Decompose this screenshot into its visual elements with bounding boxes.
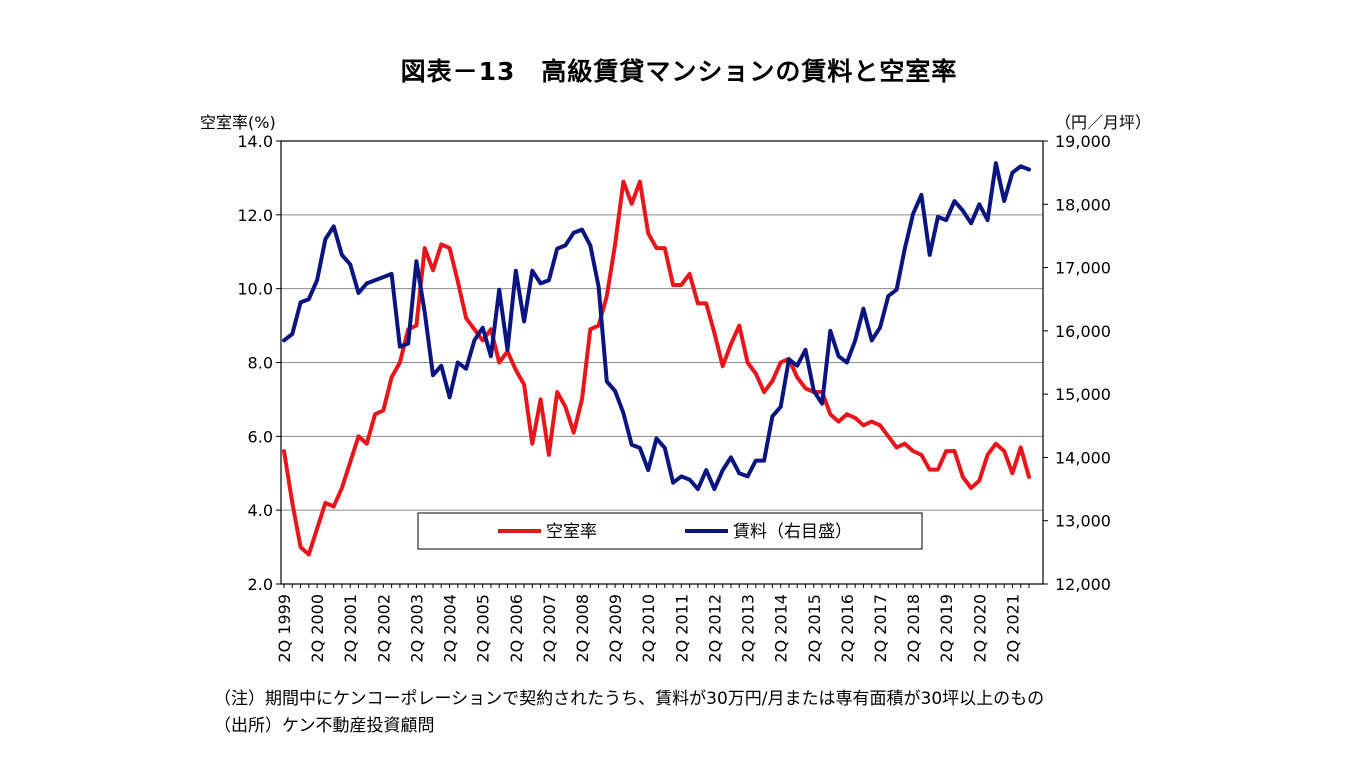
- axis-layer: 2.0 4.0 6.0 8.0 10.0 12.0 14.0 12,000 13,000 14,0…: [200, 113, 1151, 663]
- series-layer: [282, 161, 1031, 557]
- x-tick-label: 2Q 2021: [1003, 594, 1022, 663]
- x-tick-label: 2Q 2010: [639, 594, 658, 663]
- plot-frame: [280, 140, 1044, 585]
- x-tick-label: 2Q 2006: [507, 594, 526, 663]
- x-tick-label: 2Q 2013: [739, 594, 758, 663]
- legend-label: 空室率: [546, 522, 597, 542]
- right-tick-label: 19,000: [1055, 132, 1111, 151]
- left-tick-label: 10.0: [237, 280, 273, 299]
- right-tick-label: 13,000: [1055, 512, 1111, 531]
- right-tick-label: 15,000: [1055, 385, 1111, 404]
- x-tick-label: 2Q 2001: [341, 594, 360, 663]
- right-tick-label: 14,000: [1055, 448, 1111, 467]
- x-tick-label: 2Q 2016: [838, 594, 857, 663]
- left-tick-label: 2.0: [248, 575, 273, 594]
- x-tick-label: 2Q 2009: [606, 594, 625, 663]
- x-tick-label: 2Q 2020: [970, 594, 989, 663]
- left-tick-label: 8.0: [248, 354, 273, 373]
- chart-note: （注）期間中にケンコーポレーションで契約されたうち、賃料が30万円/月または専有…: [214, 689, 1045, 709]
- left-axis-title: 空室率(%): [200, 113, 276, 132]
- right-axis-title: （円／月坪）: [1055, 113, 1151, 132]
- x-tick-label: 2Q 2011: [672, 594, 691, 663]
- x-tick-label: 2Q 1999: [275, 594, 294, 663]
- x-tick-label: 2Q 2000: [308, 594, 327, 663]
- series-line: [282, 179, 1031, 557]
- x-tick-label: 2Q 2007: [540, 594, 559, 663]
- legend-label: 賃料（右目盛）: [733, 522, 852, 542]
- series-line: [282, 161, 1031, 492]
- left-tick-label: 14.0: [237, 132, 273, 151]
- x-tick-label: 2Q 2018: [904, 594, 923, 663]
- chart-source: （出所）ケン不動産投資顧問: [214, 716, 435, 736]
- x-tick-label: 2Q 2019: [937, 594, 956, 663]
- left-tick-label: 6.0: [248, 427, 273, 446]
- right-tick-label: 17,000: [1055, 259, 1111, 278]
- left-tick-label: 4.0: [248, 501, 273, 520]
- right-tick-label: 16,000: [1055, 322, 1111, 341]
- x-tick-label: 2Q 2004: [441, 594, 460, 663]
- chart-title: 図表－13 高級賃貸マンションの賃料と空室率: [400, 57, 958, 86]
- x-tick-label: 2Q 2012: [705, 594, 724, 663]
- x-tick-label: 2Q 2015: [805, 594, 824, 663]
- x-tick-label: 2Q 2017: [871, 594, 890, 663]
- x-tick-label: 2Q 2008: [573, 594, 592, 663]
- right-tick-label: 18,000: [1055, 195, 1111, 214]
- right-tick-label: 12,000: [1055, 575, 1111, 594]
- x-tick-label: 2Q 2003: [407, 594, 426, 663]
- x-tick-label: 2Q 2014: [772, 594, 791, 663]
- left-tick-label: 12.0: [237, 206, 273, 225]
- x-tick-label: 2Q 2002: [374, 594, 393, 663]
- x-tick-label: 2Q 2005: [474, 594, 493, 663]
- grid-layer: [281, 214, 1043, 511]
- legend-layer: 空室率 賃料（右目盛）: [417, 512, 923, 550]
